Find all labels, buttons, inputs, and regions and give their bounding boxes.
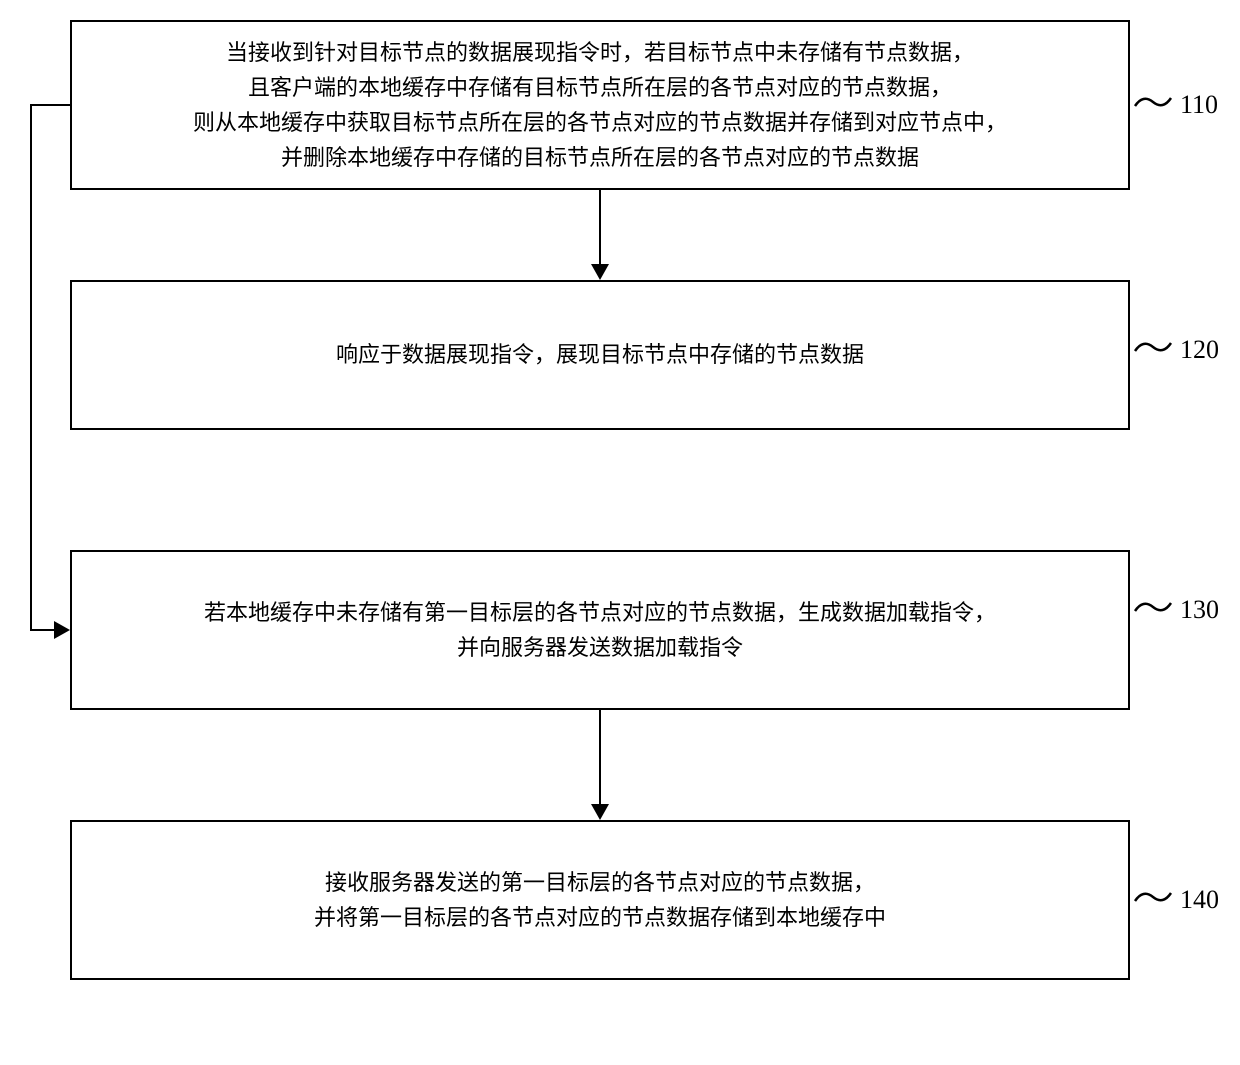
step-label-110: 110: [1180, 90, 1218, 120]
step-label-140: 140: [1180, 885, 1219, 915]
arrow-110-120: [599, 190, 601, 268]
side-connector-arrow: [54, 621, 70, 639]
step-box-120: 响应于数据展现指令，展现目标节点中存储的节点数据: [70, 280, 1130, 430]
arrow-head-110-120: [591, 264, 609, 280]
arrow-130-140: [599, 710, 601, 808]
step-label-130: 130: [1180, 595, 1219, 625]
step-text-130: 若本地缓存中未存储有第一目标层的各节点对应的节点数据，生成数据加载指令， 并向服…: [204, 595, 996, 665]
side-connector-top: [30, 104, 70, 106]
step-box-110: 当接收到针对目标节点的数据展现指令时，若目标节点中未存储有节点数据， 且客户端的…: [70, 20, 1130, 190]
tilde-110: [1133, 92, 1173, 112]
tilde-140: [1133, 887, 1173, 907]
step-text-110: 当接收到针对目标节点的数据展现指令时，若目标节点中未存储有节点数据， 且客户端的…: [193, 35, 1007, 176]
step-box-140: 接收服务器发送的第一目标层的各节点对应的节点数据， 并将第一目标层的各节点对应的…: [70, 820, 1130, 980]
step-label-120: 120: [1180, 335, 1219, 365]
tilde-130: [1133, 597, 1173, 617]
side-connector-vertical: [30, 104, 32, 631]
step-text-120: 响应于数据展现指令，展现目标节点中存储的节点数据: [336, 337, 864, 372]
step-text-140: 接收服务器发送的第一目标层的各节点对应的节点数据， 并将第一目标层的各节点对应的…: [314, 865, 886, 935]
step-box-130: 若本地缓存中未存储有第一目标层的各节点对应的节点数据，生成数据加载指令， 并向服…: [70, 550, 1130, 710]
tilde-120: [1133, 337, 1173, 357]
arrow-head-130-140: [591, 804, 609, 820]
